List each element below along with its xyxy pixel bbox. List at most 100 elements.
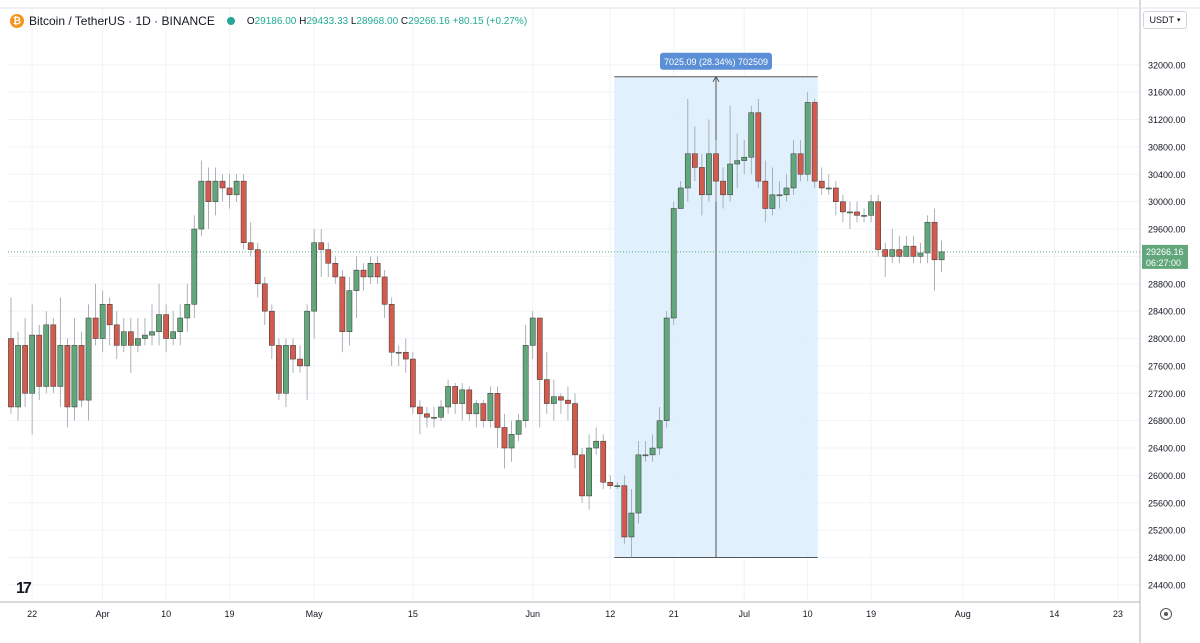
y-tick-label: 25200.00: [1148, 526, 1186, 536]
candle-body: [825, 187, 832, 190]
candle-body: [924, 221, 931, 254]
candle: [388, 297, 395, 366]
candle: [15, 331, 21, 421]
candle: [261, 276, 268, 325]
candle: [191, 215, 198, 318]
candle: [847, 201, 853, 230]
candle: [290, 338, 296, 373]
candle: [402, 338, 409, 373]
candle: [113, 311, 120, 360]
candle-body: [910, 245, 917, 257]
candle: [748, 105, 755, 175]
candle: [43, 311, 50, 394]
candle-body: [417, 406, 423, 415]
candle: [198, 160, 205, 236]
candle: [22, 318, 28, 407]
candle-body: [741, 156, 748, 161]
candle: [120, 318, 127, 353]
candle-body: [649, 447, 656, 456]
candle: [536, 317, 543, 428]
symbol-title[interactable]: Bitcoin / TetherUS · 1D · BINANCE: [29, 14, 215, 28]
candle: [642, 441, 649, 462]
price-badge-price: 29266.16: [1146, 247, 1184, 257]
y-tick-label: 28000.00: [1148, 334, 1186, 344]
candle-body: [635, 454, 642, 514]
candle: [840, 194, 846, 223]
candle-body: [769, 194, 776, 209]
candle-body: [501, 427, 508, 449]
y-tick-label: 25600.00: [1148, 498, 1186, 508]
x-tick-label: 15: [408, 609, 418, 619]
y-tick-label: 27600.00: [1148, 361, 1186, 371]
candle-body: [868, 201, 874, 216]
x-tick-label: Aug: [955, 609, 971, 619]
candle-body: [847, 211, 853, 214]
candle: [50, 318, 57, 394]
candle-body: [395, 351, 402, 354]
candle-body: [22, 345, 28, 394]
candle-body: [374, 263, 381, 278]
candle: [417, 400, 423, 435]
x-tick-label: Jun: [525, 609, 540, 619]
candle: [529, 311, 536, 360]
candle: [572, 393, 578, 469]
candle: [727, 105, 733, 202]
candle: [917, 242, 924, 264]
candle: [318, 229, 325, 277]
candle: [565, 386, 571, 421]
candle: [825, 174, 832, 195]
candle: [607, 475, 614, 490]
candle: [797, 140, 804, 182]
candle-body: [487, 393, 494, 421]
y-tick-label: 24400.00: [1148, 580, 1186, 590]
candle-body: [642, 454, 649, 457]
candle-body: [198, 180, 205, 230]
candle: [614, 482, 621, 490]
candle-body: [706, 153, 712, 196]
candle: [332, 256, 339, 284]
candle: [790, 140, 797, 195]
candle-body: [410, 358, 416, 408]
measure-label: 7025.09 (28.34%) 702509: [660, 52, 772, 70]
x-tick-label: Jul: [738, 609, 750, 619]
candle: [304, 304, 310, 401]
candle-body: [424, 413, 430, 418]
candle: [706, 119, 712, 202]
candle: [868, 194, 874, 223]
candle: [99, 290, 106, 353]
candle: [233, 174, 240, 202]
candles[interactable]: [8, 92, 945, 558]
candle-body: [882, 249, 889, 257]
candle-body: [99, 304, 106, 339]
candle-body: [670, 208, 677, 319]
x-tick-label: 19: [866, 609, 876, 619]
candle: [311, 229, 317, 339]
candle-body: [903, 245, 910, 257]
candle: [663, 311, 670, 428]
candle-body: [677, 187, 684, 209]
candle: [628, 489, 635, 558]
candle: [621, 475, 628, 544]
candle: [677, 181, 684, 209]
candle-body: [120, 331, 127, 346]
y-tick-label: 26400.00: [1148, 444, 1186, 454]
measure-arrow-head: [712, 75, 720, 83]
gear-icon[interactable]: [1160, 608, 1172, 620]
candle: [818, 167, 825, 195]
open-value: 29186.00: [254, 15, 297, 27]
currency-selector[interactable]: USDT ▾: [1143, 11, 1187, 29]
candle-body: [586, 447, 592, 497]
candle-body: [938, 251, 945, 261]
candle: [381, 270, 388, 318]
candle-body: [755, 112, 762, 182]
candle-body: [621, 485, 628, 538]
candle-body: [720, 180, 726, 196]
candle-body: [191, 228, 198, 305]
x-tick-label: Apr: [96, 609, 110, 619]
candle-body: [71, 345, 78, 408]
candle-body: [551, 396, 557, 404]
candle-body: [529, 317, 536, 346]
candle-body: [699, 167, 705, 196]
